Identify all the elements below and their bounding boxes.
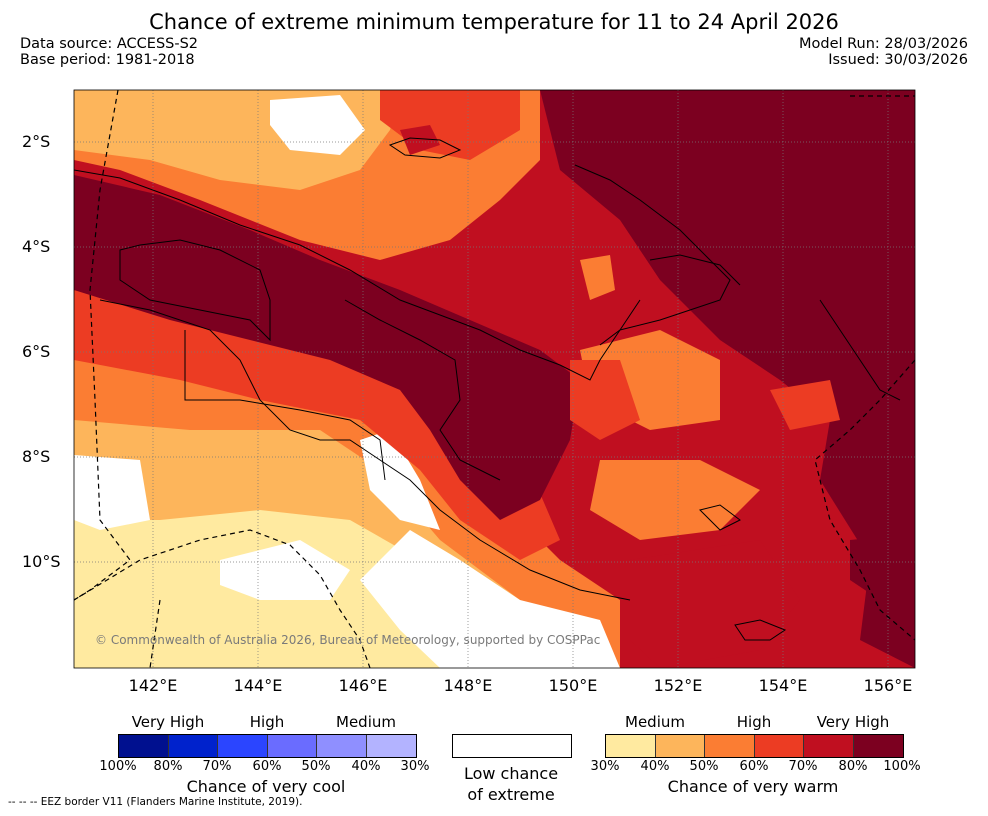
- warm-colorbar: [605, 734, 904, 758]
- warm-label-high: High: [736, 713, 772, 731]
- lon-label-150e: 150°E: [548, 676, 598, 695]
- manus-island: [388, 137, 462, 159]
- model-run: Model Run: 28/03/2026: [798, 36, 968, 52]
- low-chance-swatch-fill: [453, 735, 571, 757]
- lon-label-146e: 146°E: [338, 676, 388, 695]
- warm-swatch: [755, 735, 804, 757]
- eez-borders: [74, 90, 915, 668]
- low-chance-area-gulf: [360, 430, 440, 530]
- lat-label-8s: 8°S: [22, 447, 51, 466]
- low-chance-area-south: [220, 540, 350, 600]
- low-chance-area-west: [74, 455, 150, 530]
- lon-label-142e: 142°E: [128, 676, 178, 695]
- low-chance-area-coral-sea: [360, 530, 620, 668]
- cool-swatch: [218, 735, 268, 757]
- lon-label-156e: 156°E: [863, 676, 913, 695]
- new-ireland-coast: [649, 254, 741, 286]
- meta-right: Model Run: 28/03/2026 Issued: 30/03/2026: [799, 36, 968, 68]
- cool-swatch: [367, 735, 416, 757]
- map-frame: [73, 89, 916, 669]
- warm-tick: 30%: [590, 759, 620, 774]
- cool-swatch: [119, 735, 169, 757]
- cool-label-very-high: Very High: [131, 713, 205, 731]
- region-70-80-southeast: [630, 540, 800, 668]
- cool-swatch: [317, 735, 367, 757]
- eez-border-south: [74, 529, 371, 668]
- warm-swatch: [656, 735, 705, 757]
- warm-tick: 40%: [640, 759, 670, 774]
- warm-tick: 50%: [689, 759, 719, 774]
- lat-label-4s: 4°S: [22, 237, 51, 256]
- region-80-100-southeast: [850, 535, 915, 600]
- region-60-70-central: [570, 360, 640, 440]
- warm-swatch: [705, 735, 755, 757]
- lon-label-148e: 148°E: [443, 676, 493, 695]
- province-borders-central: [184, 330, 386, 481]
- low-chance-area-north: [270, 95, 365, 155]
- region-50-60-solomon-sea: [590, 460, 760, 540]
- warm-swatch: [606, 735, 656, 757]
- probability-field: [74, 90, 915, 668]
- warm-caption: Chance of very warm: [667, 777, 839, 796]
- warm-label-medium: Medium: [625, 713, 685, 731]
- region-80-100-mainland: [74, 175, 580, 520]
- new-guinea-south-coast: [99, 299, 631, 601]
- lat-label-2s: 2°S: [22, 132, 51, 151]
- issued-date: Issued: 30/03/2026: [828, 52, 968, 68]
- warm-tick: 100%: [883, 759, 921, 774]
- province-borders-west: [119, 239, 271, 342]
- new-britain-coast: [574, 164, 731, 346]
- low-chance-swatch: [452, 734, 572, 758]
- cool-label-medium: Medium: [336, 713, 396, 731]
- region-70-80-island: [400, 125, 440, 155]
- cool-tick: 60%: [252, 759, 282, 774]
- cool-tick: 50%: [301, 759, 331, 774]
- eez-footnote: -- -- -- EEZ border V11 (Flanders Marine…: [8, 796, 303, 808]
- lon-label-152e: 152°E: [653, 676, 703, 695]
- warm-tick: 70%: [788, 759, 818, 774]
- lat-label-10s: 10°S: [22, 552, 61, 571]
- lon-label-154e: 154°E: [758, 676, 808, 695]
- coastlines: [74, 137, 901, 641]
- cool-swatch: [268, 735, 317, 757]
- meta-left: Data source: ACCESS-S2 Base period: 1981…: [20, 36, 198, 68]
- region-60-70-northeast: [770, 380, 840, 430]
- lon-label-144e: 144°E: [233, 676, 283, 695]
- region-50-60-bismarck: [580, 255, 615, 300]
- new-guinea-north-coast: [74, 169, 641, 381]
- warm-tick: 80%: [838, 759, 868, 774]
- base-period: Base period: 1981-2018: [20, 52, 195, 68]
- warm-swatch: [804, 735, 854, 757]
- warm-tick: 60%: [739, 759, 769, 774]
- cool-caption: Chance of very cool: [186, 777, 346, 796]
- low-chance-caption-line2: of extreme: [467, 785, 555, 804]
- eez-border-west: [74, 90, 131, 601]
- cool-tick: 40%: [351, 759, 381, 774]
- bougainville-coast: [819, 299, 901, 401]
- rossel-island: [734, 619, 787, 641]
- low-chance-caption-line1: Low chance: [463, 764, 559, 783]
- cool-tick: 80%: [153, 759, 183, 774]
- cool-tick: 100%: [99, 759, 137, 774]
- region-80-100-east: [540, 90, 915, 668]
- copyright-note: © Commonwealth of Australia 2026, Bureau…: [95, 633, 601, 647]
- cool-colorbar: [118, 734, 417, 758]
- warm-swatch: [854, 735, 903, 757]
- graticule: [74, 90, 915, 668]
- cool-swatch: [169, 735, 218, 757]
- lat-label-6s: 6°S: [22, 342, 51, 361]
- cool-label-high: High: [249, 713, 285, 731]
- cool-tick: 70%: [202, 759, 232, 774]
- data-source: Data source: ACCESS-S2: [20, 36, 199, 52]
- eez-border-torres-strait: [149, 599, 161, 668]
- region-60-70-band: [74, 290, 560, 560]
- province-borders-east: [344, 299, 501, 481]
- map-title: Chance of extreme minimum temperature fo…: [149, 10, 839, 34]
- cool-tick: 30%: [400, 759, 430, 774]
- woodlark-island: [699, 504, 741, 531]
- eez-border-east: [814, 359, 915, 641]
- warm-label-very-high: Very High: [816, 713, 890, 731]
